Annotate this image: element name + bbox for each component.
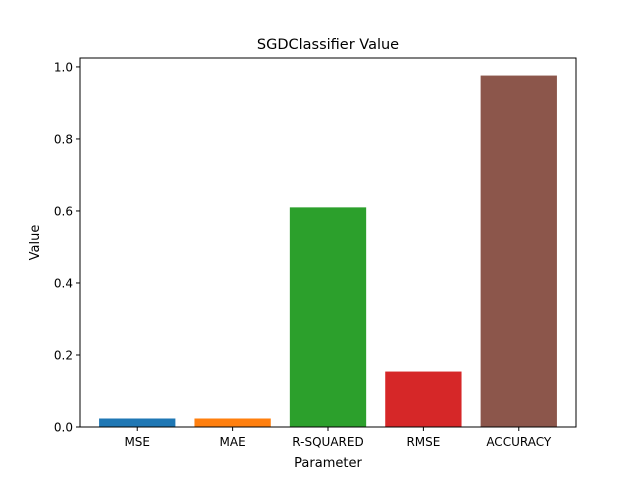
bars-group — [99, 75, 557, 427]
x-tick-label: RMSE — [406, 435, 440, 449]
x-axis-label: Parameter — [294, 456, 362, 471]
y-tick-label: 0.0 — [54, 421, 73, 435]
bar-mse — [99, 418, 176, 427]
y-axis-ticks: 0.0 0.2 0.4 0.6 0.8 1.0 — [54, 60, 80, 435]
y-tick-label: 0.8 — [54, 132, 73, 146]
chart-title: SGDClassifier Value — [257, 37, 399, 53]
y-axis-label: Value — [28, 225, 43, 261]
x-tick-label: MAE — [220, 435, 246, 449]
y-tick-label: 1.0 — [54, 60, 73, 74]
x-tick-label: R-SQUARED — [292, 435, 363, 449]
y-tick-label: 0.2 — [54, 348, 73, 362]
bar-rmse — [385, 371, 462, 427]
x-tick-label: ACCURACY — [486, 435, 552, 449]
bar-mae — [194, 418, 271, 427]
bar-accuracy — [480, 75, 557, 427]
y-tick-label: 0.4 — [54, 276, 73, 290]
y-tick-label: 0.6 — [54, 204, 73, 218]
bar-r-squared — [289, 207, 367, 427]
x-axis-ticks: MSE MAE R-SQUARED RMSE ACCURACY — [124, 427, 552, 449]
plot-area-frame — [79, 57, 577, 428]
x-tick-label: MSE — [124, 435, 150, 449]
